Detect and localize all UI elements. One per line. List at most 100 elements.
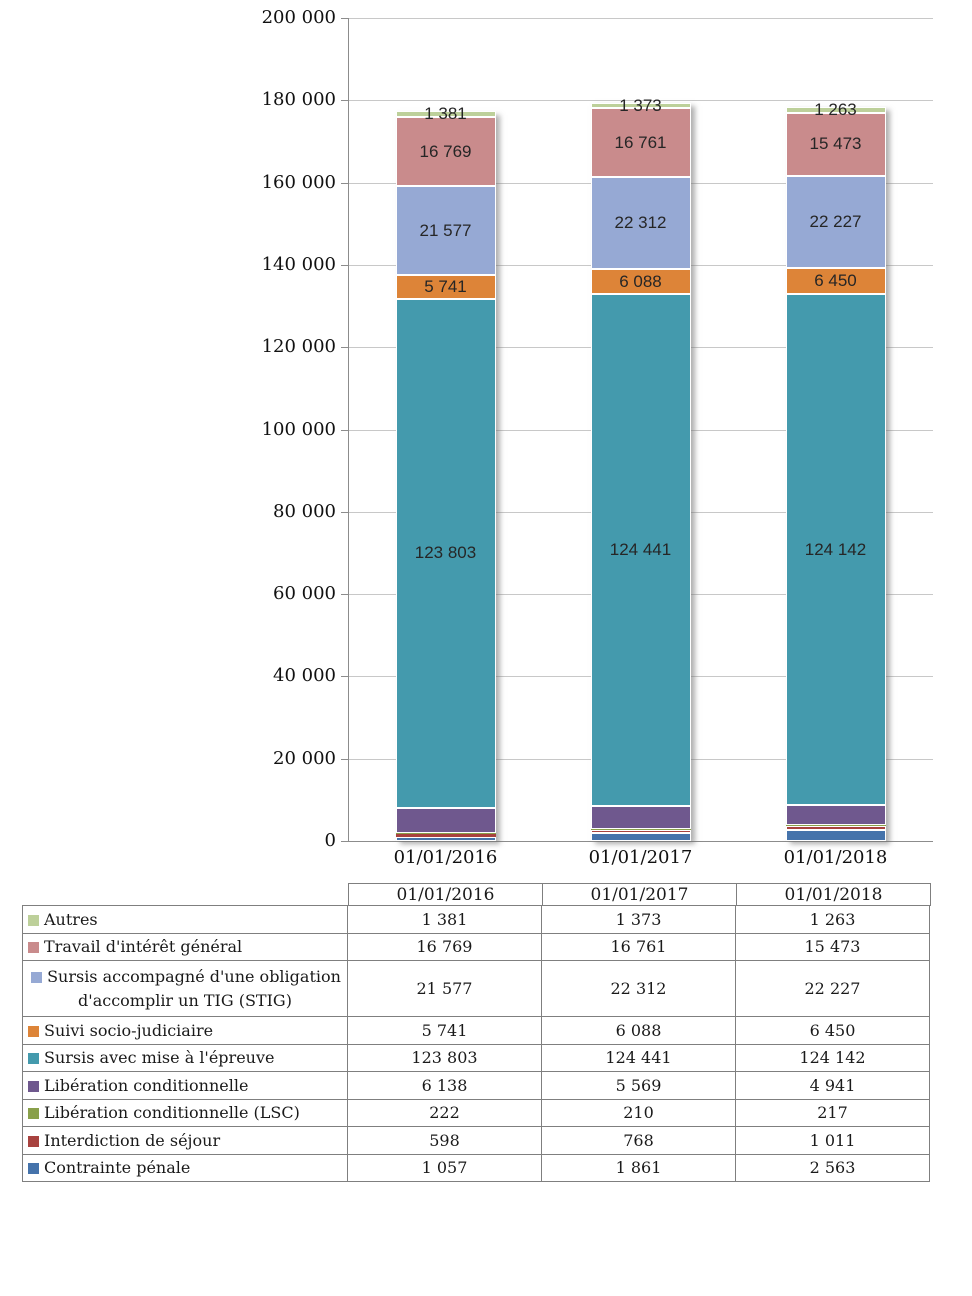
bar-segment [395,274,496,299]
table-row: Travail d'intérêt général 16 769 16 761 15 … [22,932,930,961]
table-row: Libération conditionnelle 6 138 5 569 4 941 [22,1071,930,1100]
y-tick-label: 200 000 [261,7,336,28]
y-tick [341,758,348,760]
table-row: Libération conditionnelle (LSC) 222 210 217 [22,1098,930,1127]
table-value-cell: 768 [541,1126,736,1155]
y-tick-label: 160 000 [261,171,336,193]
table-value-cell: 222 [347,1098,542,1127]
table-value-cell: 5 569 [541,1071,736,1100]
bar-segment [590,108,691,178]
y-tick [341,676,348,678]
legend-swatch-icon [28,1053,39,1065]
bar-segment [785,805,886,826]
bar-segment-label: 22 227 [809,211,862,231]
table-value-cell: 124 142 [735,1043,930,1072]
y-tick-label: 120 000 [261,336,336,358]
table-value-cell: 1 263 [735,905,930,934]
y-tick [341,594,348,596]
bar-segment [785,830,886,841]
table-value-cell: 6 088 [541,1016,736,1045]
legend-swatch-icon [28,1108,39,1120]
y-tick [341,18,348,19]
y-tick-label: 100 000 [261,418,336,440]
row-label-cell: Sursis avec mise à l'épreuve [22,1043,348,1072]
table-header-cell: 01/01/2017 [542,883,737,906]
table-row: Contrainte pénale 1 057 1 861 2 563 [22,1153,930,1182]
row-label: Libération conditionnelle [26,1076,248,1095]
table-row: Interdiction de séjour 598 768 1 011 [22,1126,930,1155]
bar-segment-label: 124 142 [804,539,867,559]
row-label-cell: Autres [22,905,348,934]
bar-segment [590,269,691,295]
row-label-cell: Contrainte pénale [22,1153,348,1182]
x-tick-label: 01/01/2018 [783,847,888,868]
bar-segment [395,186,496,275]
bar-segment-label: 16 761 [614,132,667,152]
row-label: Sursis accompagné d'une obligation d'acc… [23,965,347,1013]
row-label: Suivi socio-judiciaire [26,1021,213,1040]
table-value-cell: 2 563 [735,1153,930,1182]
x-tick-label: 01/01/2017 [588,847,693,868]
table-value-cell: 5 741 [347,1016,542,1045]
bar-segment-label: 22 312 [614,213,667,233]
table-header-cell: 01/01/2016 [348,883,543,906]
table-row: Sursis accompagné d'une obligation d'acc… [22,960,930,1017]
legend-swatch-icon [31,971,43,983]
x-axis-line [341,841,933,842]
bar-segment [590,829,691,831]
row-label: Autres [26,910,98,929]
row-label-cell: Interdiction de séjour [22,1126,348,1155]
bar-segment [590,833,691,841]
table-value-cell: 1 373 [541,905,736,934]
y-tick [341,511,348,513]
y-tick [341,264,348,266]
bar-segment [785,267,886,295]
bar-segment [785,112,886,177]
y-tick-label: 180 000 [261,89,336,111]
bar-segment [395,834,496,837]
bar-segment [395,111,496,118]
bar-segment-label: 123 803 [414,543,477,563]
y-tick-label: 60 000 [273,583,336,605]
row-label: Travail d'intérêt général [26,937,242,956]
table-value-cell: 16 769 [347,932,542,961]
legend-swatch-icon [28,1025,39,1037]
row-label-cell: Sursis accompagné d'une obligation d'acc… [22,960,348,1017]
y-tick [341,429,348,431]
table-header-cell: 01/01/2018 [736,883,931,906]
data-table: Autres 1 381 1 373 1 263 Travail d'intérêt g… [22,905,930,1182]
bar-segment-label: 124 441 [609,540,672,560]
legend-swatch-icon [28,942,39,954]
bar-segment-label: 6 088 [619,271,662,291]
legend-swatch-icon [28,1135,39,1147]
bar-segment [590,806,691,830]
bar-segment-label: 6 450 [814,270,857,290]
legend-swatch-icon [28,914,39,926]
bar-segment [785,176,886,268]
y-tick [341,100,348,102]
legend-swatch-icon [28,1080,39,1092]
table-value-cell: 15 473 [735,932,930,961]
gridline [348,100,933,102]
y-tick-label: 20 000 [273,747,336,769]
y-tick-label: 40 000 [273,665,336,687]
table-row: Autres 1 381 1 373 1 263 [22,905,930,934]
bar-segment [590,177,691,270]
bar-segment-label: 1 381 [424,104,467,124]
bar-01/01/2017: 124 441 6 088 22 312 16 761 1 373 [590,96,691,841]
table-value-cell: 598 [347,1126,542,1155]
row-label: Libération conditionnelle (LSC) [26,1103,300,1122]
bar-segment [395,836,496,841]
table-value-cell: 1 861 [541,1153,736,1182]
row-label: Interdiction de séjour [26,1131,220,1150]
table-value-cell: 22 227 [735,960,930,1017]
table-value-cell: 217 [735,1098,930,1127]
bar-segment [395,833,496,835]
bar-01/01/2018: 124 142 6 450 22 227 15 473 1 263 [785,100,886,841]
bar-segment [395,117,496,187]
bar-segment [395,808,496,834]
legend-swatch-icon [28,1163,39,1175]
table-value-cell: 22 312 [541,960,736,1017]
y-tick [341,182,348,184]
